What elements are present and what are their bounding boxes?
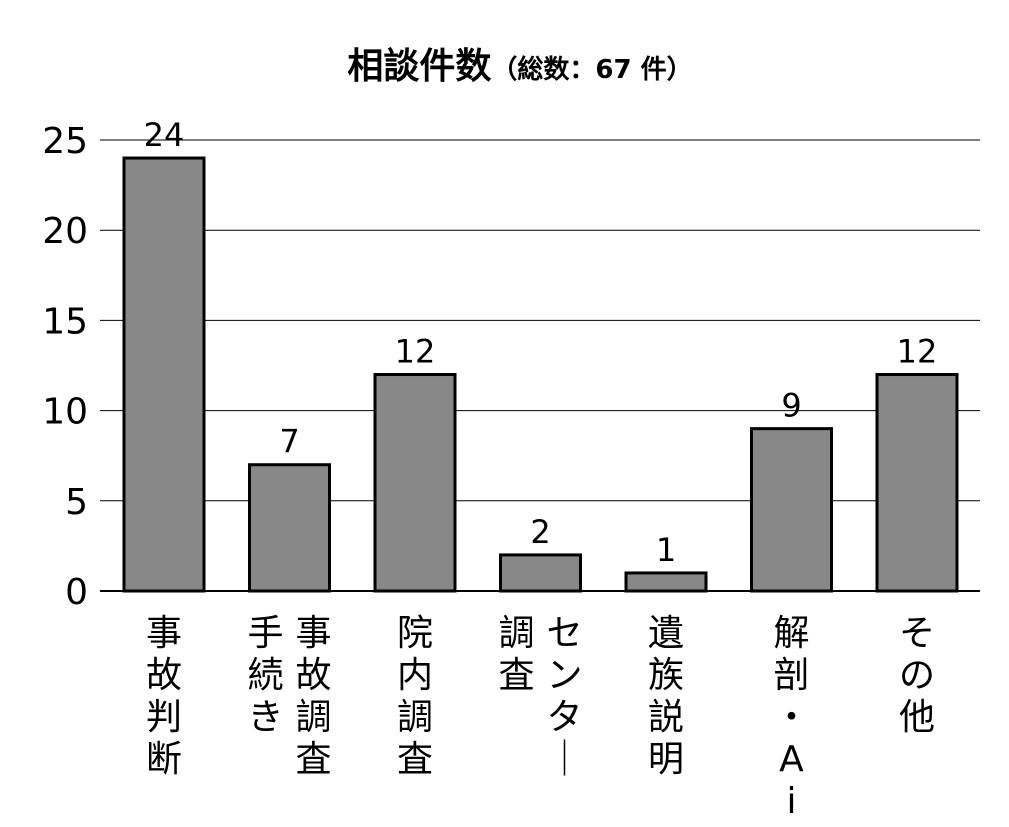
x-label-1-char: 事 <box>295 613 331 654</box>
value-label-2: 12 <box>395 333 436 371</box>
y-axis-tick-labels: 0 5 10 15 20 25 <box>42 121 88 613</box>
x-label-0-char: 故 <box>146 655 182 696</box>
x-label-5-char: A <box>779 739 804 780</box>
x-label-5: 解剖・Ai <box>773 613 809 822</box>
value-label-4: 1 <box>656 531 676 569</box>
x-label-1-char: 査 <box>295 739 331 780</box>
x-label-1-char: 手 <box>247 613 283 654</box>
chart-title-main: 相談件数 <box>347 46 491 87</box>
y-tick-label-10: 10 <box>42 392 88 433</box>
x-label-1-char: 調 <box>295 697 331 738</box>
bars <box>122 156 959 593</box>
x-label-1-char: 故 <box>295 655 331 696</box>
x-label-6-char: 他 <box>899 697 935 738</box>
x-label-6-char: の <box>899 655 935 696</box>
x-label-4-char: 遺 <box>648 613 684 654</box>
y-tick-label-25: 25 <box>42 121 88 162</box>
x-label-1-char: 続 <box>247 655 283 696</box>
x-label-0-char: 断 <box>146 739 182 780</box>
value-label-1: 7 <box>279 423 299 461</box>
x-label-4-char: 族 <box>648 655 684 696</box>
chart-subtitle: （総数：67 件） <box>491 54 692 85</box>
value-label-0: 24 <box>144 116 185 154</box>
bar-5 <box>750 427 833 593</box>
value-labels: 24 7 12 2 1 9 12 <box>144 116 938 569</box>
bar-2 <box>373 373 457 593</box>
x-label-5-char: i <box>786 781 796 822</box>
x-label-2-char: 内 <box>397 655 433 696</box>
x-label-5-char: 解 <box>773 613 809 654</box>
x-label-0-char: 判 <box>146 697 182 738</box>
y-tick-label-0: 0 <box>65 572 88 613</box>
x-label-5-char: 剖 <box>773 655 809 696</box>
value-label-3: 2 <box>530 513 550 551</box>
x-label-3-char: ｜ <box>546 739 582 780</box>
bar-1 <box>248 463 331 593</box>
bar-4 <box>624 571 708 593</box>
x-label-4-char: 明 <box>648 739 684 780</box>
y-tick-label-15: 15 <box>42 301 88 342</box>
bar-6 <box>875 373 959 593</box>
x-label-2-char: 院 <box>397 613 433 654</box>
x-label-1-char: き <box>247 697 283 738</box>
y-tick-label-20: 20 <box>42 211 88 252</box>
value-label-6: 12 <box>897 333 938 371</box>
x-label-3-char: セ <box>546 613 582 654</box>
x-label-3-char: タ <box>546 697 582 738</box>
bar-3 <box>499 553 582 593</box>
x-label-3-char: 査 <box>498 655 534 696</box>
x-label-3-char: ン <box>546 655 582 696</box>
x-label-4-char: 説 <box>648 697 684 738</box>
x-label-3-char: 調 <box>498 613 534 654</box>
x-label-6: その他 <box>899 613 935 738</box>
x-label-6-char: そ <box>899 613 935 654</box>
x-label-2-char: 査 <box>397 739 433 780</box>
x-label-3: センタ｜ 調査 <box>498 613 582 780</box>
x-label-5-char: ・ <box>773 697 809 738</box>
chart-title: 相談件数（総数：67 件） <box>347 46 692 87</box>
x-label-2-char: 調 <box>397 697 433 738</box>
grid-lines <box>100 139 980 502</box>
x-label-0-char: 事 <box>146 613 182 654</box>
value-label-5: 9 <box>781 387 801 425</box>
y-tick-label-5: 5 <box>65 482 88 523</box>
bar-0 <box>122 156 206 593</box>
